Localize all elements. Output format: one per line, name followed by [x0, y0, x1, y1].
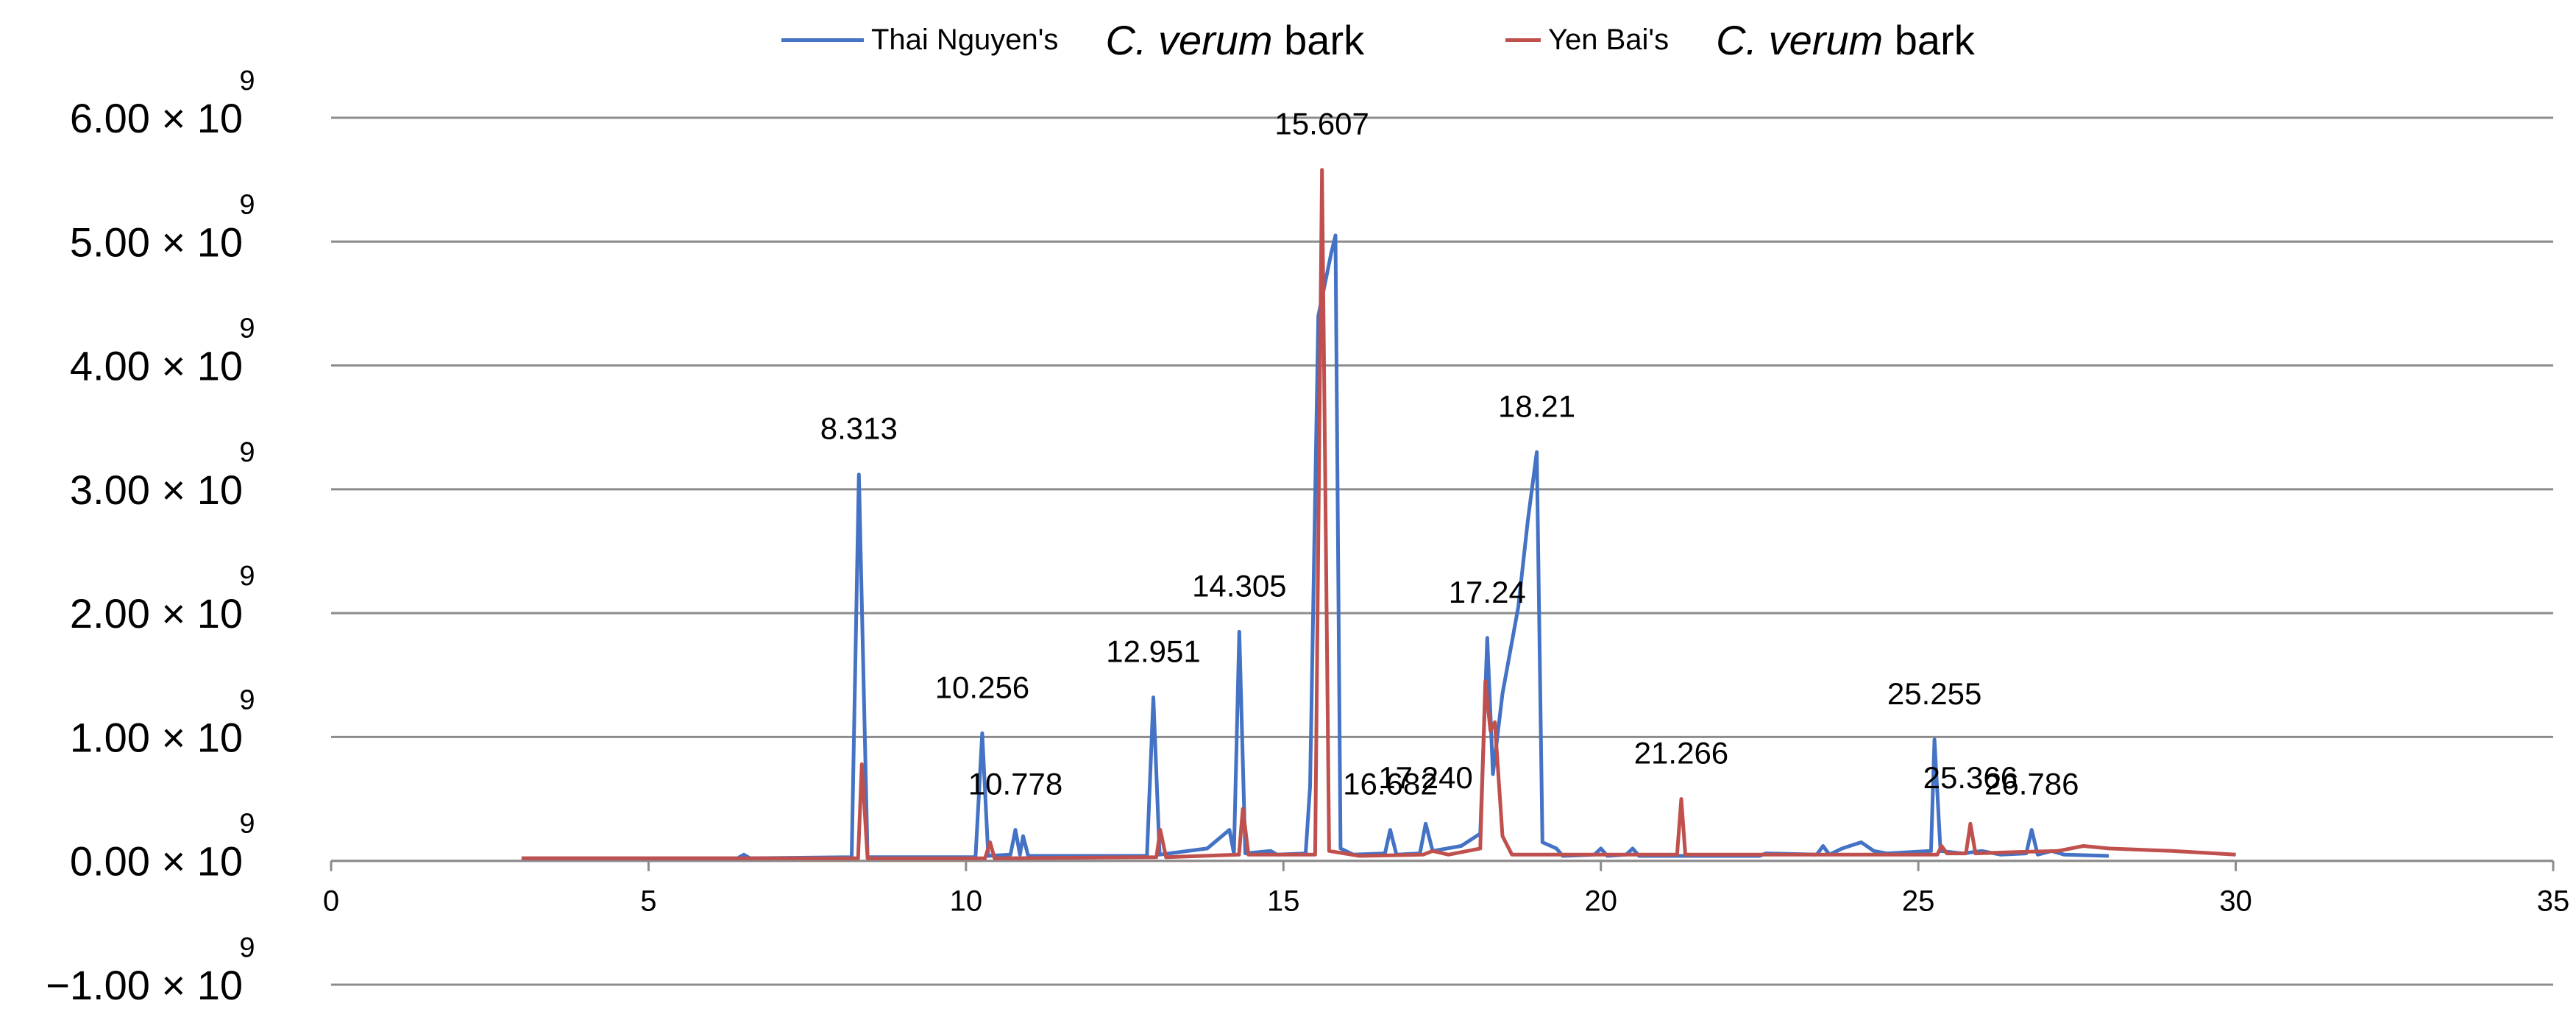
peak-label: 25.255 — [1887, 676, 1981, 711]
y-tick-exponent: 9 — [239, 684, 255, 715]
y-tick-exponent: 9 — [239, 932, 255, 963]
peak-label: 10.256 — [935, 670, 1029, 704]
y-tick-label: −1.00 × 10 — [46, 962, 243, 1008]
peak-label: 12.951 — [1106, 634, 1200, 669]
y-tick-exponent: 9 — [239, 437, 255, 468]
peak-label: 17.24 — [1449, 575, 1526, 609]
y-tick-label: 3.00 × 10 — [70, 467, 243, 513]
peak-label: 21.266 — [1634, 736, 1728, 771]
y-tick-exponent: 9 — [239, 314, 255, 344]
series-line — [521, 168, 2236, 860]
legend-sample-label: C. verum bark — [1105, 16, 1364, 64]
y-tick-exponent: 9 — [239, 809, 255, 840]
legend-entry-yen-bai: Yen Bai's C. verum bark — [1505, 10, 1975, 69]
y-tick-label: 5.00 × 10 — [70, 219, 243, 265]
x-tick-label: 0 — [323, 885, 339, 918]
legend-sample-italic: C. verum — [1105, 16, 1273, 63]
peak-label: 10.778 — [968, 767, 1062, 801]
legend-series-name: Yen Bai's — [1548, 23, 1670, 56]
y-tick-label: 2.00 × 10 — [70, 590, 243, 637]
peak-label: 15.607 — [1274, 107, 1369, 141]
legend-series-name: Thai Nguyen's — [871, 23, 1059, 56]
peak-label: 8.313 — [820, 411, 898, 446]
y-tick-exponent: 9 — [239, 65, 255, 96]
y-tick-exponent: 9 — [239, 561, 255, 592]
x-tick-label: 30 — [2219, 885, 2252, 918]
y-tick-exponent: 9 — [239, 189, 255, 220]
peak-label: 16.682 — [1343, 767, 1437, 801]
chart-legend: Thai Nguyen's C. verum bark Yen Bai's C.… — [0, 10, 2576, 69]
peak-annotations: 8.313 10.256 10.778 12.951 14.305 15.607 16.68… — [820, 107, 2079, 801]
legend-sample-rest: bark — [1883, 16, 1975, 63]
x-tick-label: 10 — [950, 885, 983, 918]
x-tick-label: 5 — [640, 885, 656, 918]
y-tick-label: 1.00 × 10 — [70, 714, 243, 760]
y-tick-label: 0.00 × 10 — [70, 838, 243, 885]
legend-swatch-thai-nguyen — [781, 38, 864, 42]
legend-sample-label: C. verum bark — [1716, 16, 1975, 64]
x-axis-ticks: 0 5 10 15 20 25 30 35 — [323, 860, 2570, 918]
x-tick-label: 15 — [1267, 885, 1300, 918]
legend-swatch-yen-bai — [1505, 38, 1541, 42]
series-line — [521, 233, 2110, 860]
legend-sample-italic: C. verum — [1716, 16, 1884, 63]
legend-sample-rest: bark — [1272, 16, 1365, 63]
peak-label: 14.305 — [1192, 568, 1286, 603]
grid-lines — [331, 116, 2553, 986]
peak-label: 26.786 — [1984, 767, 2079, 801]
y-tick-label: 6.00 × 10 — [70, 95, 243, 141]
x-tick-label: 20 — [1584, 885, 1617, 918]
x-tick-label: 25 — [1902, 885, 1935, 918]
y-tick-label: 4.00 × 10 — [70, 343, 243, 389]
legend-entry-thai-nguyen: Thai Nguyen's C. verum bark — [781, 10, 1364, 69]
peak-label: 17.240 — [1378, 760, 1472, 795]
x-tick-label: 35 — [2537, 885, 2570, 918]
series-lines — [521, 168, 2236, 860]
peak-label: 25.366 — [1923, 760, 2018, 795]
peak-label: 18.21 — [1498, 389, 1575, 423]
